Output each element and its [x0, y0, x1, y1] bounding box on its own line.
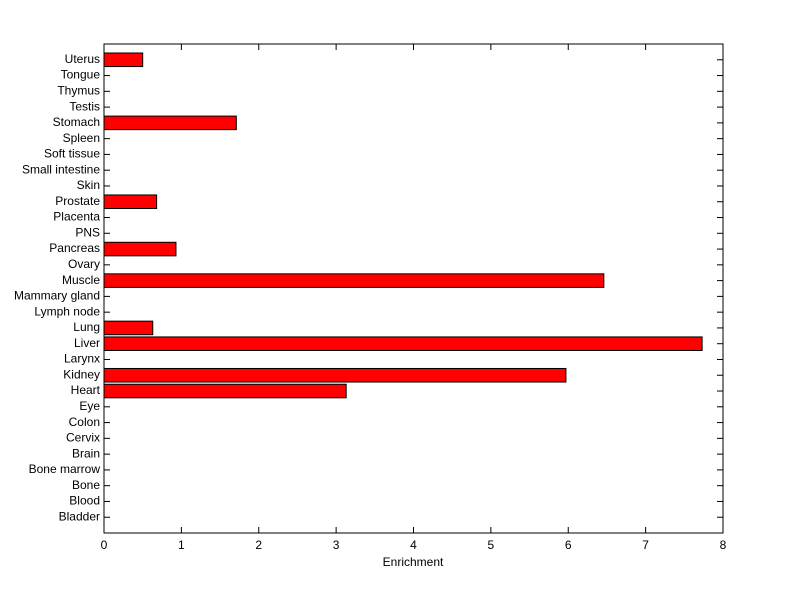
y-tick-label: Lymph node: [34, 304, 100, 318]
y-tick-label: Lung: [73, 320, 100, 334]
y-tick-label: Uterus: [65, 52, 100, 66]
y-tick-label: Small intestine: [22, 162, 100, 176]
bar: [103, 367, 567, 383]
bar: [103, 336, 703, 351]
y-tick-label: Brain: [72, 446, 100, 460]
y-tick-label: Bone marrow: [29, 462, 101, 476]
x-tick-label: 5: [488, 538, 495, 552]
x-tick-label: 3: [333, 538, 340, 552]
y-tick-label: Bone: [72, 478, 100, 492]
bar: [103, 194, 158, 210]
y-tick-label: Ovary: [68, 257, 100, 271]
y-tick-label: Thymus: [57, 83, 100, 97]
y-tick-label: Blood: [69, 494, 100, 508]
y-tick-label: Testis: [69, 99, 100, 113]
bar: [103, 273, 605, 288]
bar: [103, 383, 347, 399]
y-tick-label: Placenta: [53, 210, 100, 224]
y-tick-label: Liver: [74, 336, 100, 350]
y-tick-label: Mammary gland: [14, 289, 100, 303]
y-tick-label: Prostate: [55, 194, 100, 208]
y-tick-label: Soft tissue: [44, 147, 100, 161]
x-tick-label: 4: [410, 538, 417, 552]
x-axis-label: Enrichment: [383, 555, 444, 569]
y-tick-label: Bladder: [59, 509, 100, 523]
y-tick-label: Eye: [79, 399, 100, 413]
y-tick-label: Stomach: [53, 115, 100, 129]
x-tick-label: 6: [565, 538, 572, 552]
bar: [103, 115, 237, 131]
x-tick-label: 0: [101, 538, 108, 552]
y-tick-label: Heart: [71, 383, 101, 397]
x-tick-label: 7: [642, 538, 649, 552]
y-tick-label: Cervix: [66, 431, 100, 445]
bar: [103, 241, 177, 257]
y-tick-label: PNS: [75, 225, 100, 239]
y-tick-label: Pancreas: [49, 241, 100, 255]
y-tick-label: Tongue: [61, 68, 101, 82]
y-tick-label: Skin: [77, 178, 100, 192]
bar: [103, 52, 144, 68]
y-tick-label: Spleen: [63, 131, 100, 145]
y-tick-label: Kidney: [63, 367, 100, 381]
y-tick-label: Larynx: [64, 352, 100, 366]
bar: [103, 320, 154, 336]
y-tick-label: Colon: [69, 415, 100, 429]
x-tick-label: 8: [720, 538, 727, 552]
x-tick-label: 2: [255, 538, 262, 552]
y-tick-label: Muscle: [62, 273, 100, 287]
x-tick-label: 1: [178, 538, 185, 552]
